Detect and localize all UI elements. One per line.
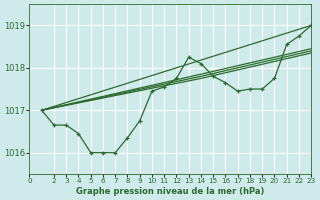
X-axis label: Graphe pression niveau de la mer (hPa): Graphe pression niveau de la mer (hPa) bbox=[76, 187, 265, 196]
